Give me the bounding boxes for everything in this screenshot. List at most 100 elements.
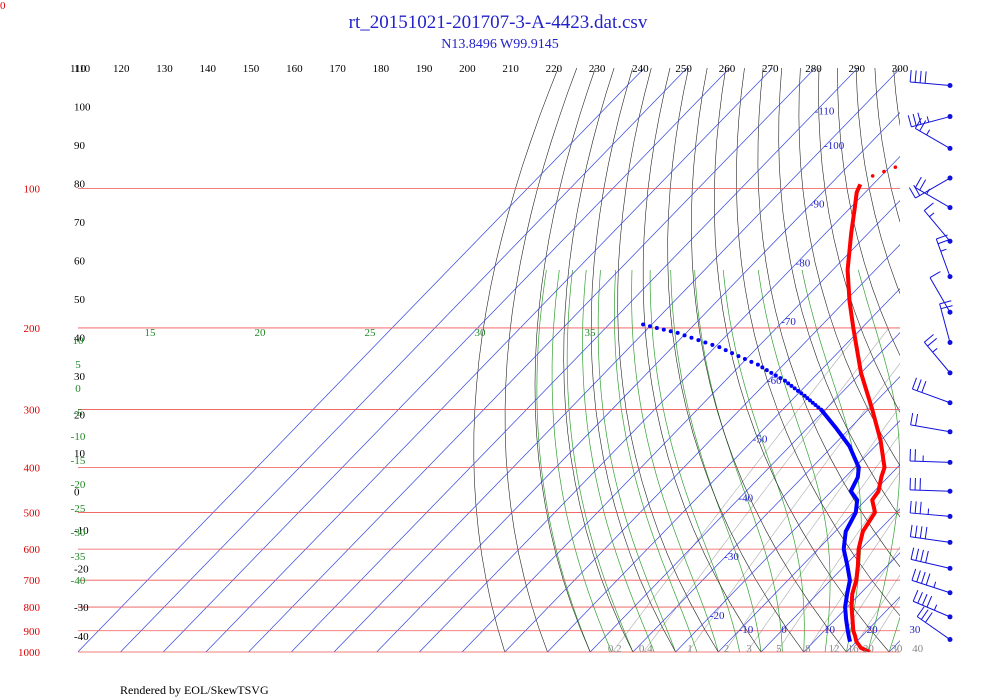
dewpoint-point bbox=[786, 381, 791, 386]
dewpoint-point bbox=[696, 338, 701, 343]
wind-barb-shaft bbox=[923, 341, 951, 374]
theta-tick-label: 200 bbox=[459, 63, 476, 75]
wind-barb-shaft bbox=[939, 303, 951, 343]
isotherm-line bbox=[333, 68, 900, 652]
wind-barb bbox=[909, 477, 953, 494]
isotherm-line bbox=[718, 464, 900, 652]
wind-barb-feather bbox=[920, 549, 924, 562]
isotherm-line bbox=[975, 68, 1000, 652]
wind-barb-feather bbox=[916, 379, 922, 391]
wind-barb-feather bbox=[937, 239, 950, 245]
dewpoint-point bbox=[654, 325, 659, 330]
isotherm-line bbox=[760, 508, 900, 652]
wind-barb-shaft bbox=[911, 579, 951, 594]
wind-barb-feather bbox=[912, 113, 917, 126]
mixing-ratio-label: 1 bbox=[687, 643, 693, 655]
moist-adiabat-line bbox=[551, 269, 612, 652]
wind-barb-feather bbox=[915, 548, 920, 561]
theta-left-label: 10 bbox=[74, 448, 86, 460]
corner-label: 0 bbox=[0, 0, 6, 12]
theta-tick-label: 210 bbox=[502, 63, 519, 75]
wind-barb-feather bbox=[914, 525, 918, 538]
dry-adiabat-line bbox=[855, 68, 900, 295]
theta-tick-label: 140 bbox=[200, 63, 217, 75]
dry-adiabat-line bbox=[714, 68, 890, 652]
theta-tick-label: 250 bbox=[675, 63, 692, 75]
dewpoint-point bbox=[749, 359, 754, 364]
moist-adiabat-label: 25 bbox=[365, 327, 377, 339]
temperature-point bbox=[870, 174, 875, 178]
moist-adiabat-line bbox=[857, 269, 900, 652]
dry-adiabat-line bbox=[893, 68, 900, 127]
wind-barb-half-feather bbox=[940, 248, 947, 252]
wind-barb-feather bbox=[915, 413, 919, 426]
isotherm-line bbox=[888, 640, 900, 652]
wind-barb-shaft bbox=[935, 238, 951, 277]
wind-barb bbox=[935, 234, 953, 280]
wind-barb-shaft bbox=[910, 489, 951, 492]
moist-adiabat-line bbox=[536, 269, 591, 652]
isotherm-line bbox=[120, 68, 688, 652]
wind-barb-half-feather bbox=[926, 129, 931, 136]
dry-adiabat-line bbox=[691, 68, 847, 652]
wind-barb-feather bbox=[921, 381, 927, 393]
dewpoint-line bbox=[819, 408, 861, 643]
wind-barb bbox=[916, 606, 953, 643]
pressure-tick-label: 600 bbox=[24, 544, 41, 556]
wind-barb-feather bbox=[919, 501, 922, 514]
theta-tick-label: 280 bbox=[805, 63, 822, 75]
wind-barb-feather bbox=[908, 187, 916, 199]
wind-barb-half-feather bbox=[933, 604, 938, 611]
wind-barb-shaft bbox=[910, 81, 951, 87]
moist-adiabat-label: 15 bbox=[145, 327, 157, 339]
wind-barb-feather bbox=[925, 550, 929, 563]
sounding-profiles bbox=[641, 128, 982, 652]
dewpoint-point bbox=[792, 386, 797, 391]
moist-adiabats bbox=[536, 269, 900, 652]
wind-barb-feather bbox=[936, 234, 948, 240]
wind-barb-feather bbox=[914, 117, 922, 129]
isotherms bbox=[78, 68, 1000, 652]
moist-adiabat-label: -10 bbox=[71, 431, 86, 443]
wind-barb-shaft bbox=[915, 187, 951, 208]
theta-left-label: 0 bbox=[74, 487, 80, 499]
moist-adiabat-label: -25 bbox=[71, 503, 86, 515]
wind-barb-feather bbox=[916, 570, 921, 583]
moist-adiabat-line bbox=[649, 269, 740, 652]
moist-adiabat-line bbox=[582, 269, 655, 652]
wind-barb-feather bbox=[920, 571, 926, 584]
pressure-tick-label: 100 bbox=[24, 183, 41, 195]
moist-adiabat-line bbox=[694, 269, 783, 652]
dry-adiabat-line bbox=[590, 68, 676, 652]
wind-barb-half-feather bbox=[932, 347, 938, 353]
wind-barb-shaft bbox=[910, 424, 951, 433]
dewpoint-point bbox=[816, 405, 821, 410]
wind-barb bbox=[914, 117, 953, 151]
isotherm-label: 0 bbox=[781, 624, 787, 636]
wind-barb-feather bbox=[911, 377, 917, 390]
dewpoint-point bbox=[710, 342, 715, 347]
dewpoint-point bbox=[723, 348, 728, 353]
wind-barb-feather bbox=[919, 70, 922, 83]
wind-barb bbox=[908, 175, 953, 199]
theta-tick-label: 190 bbox=[416, 63, 433, 75]
dewpoint-point bbox=[689, 335, 694, 340]
wind-barb bbox=[907, 112, 953, 128]
dry-adiabat-line bbox=[534, 68, 596, 652]
wind-barb bbox=[911, 568, 953, 596]
isotherm-label: -20 bbox=[710, 610, 725, 622]
mixing-ratio-label: 30 bbox=[891, 643, 903, 655]
dewpoint-point bbox=[808, 398, 813, 403]
dewpoint-point bbox=[675, 330, 680, 335]
mixing-ratio-lines bbox=[612, 327, 900, 652]
dewpoint-point bbox=[661, 327, 666, 332]
theta-tick-label: 110 bbox=[70, 63, 87, 75]
temperature-point bbox=[936, 148, 940, 152]
isotherm-line bbox=[78, 68, 645, 652]
theta-left-label: -10 bbox=[74, 525, 89, 537]
isotherm-line bbox=[846, 596, 900, 652]
wind-barbs bbox=[907, 70, 953, 643]
temperature-point bbox=[978, 128, 982, 132]
wind-barb-feather bbox=[916, 606, 925, 617]
theta-left-label: 70 bbox=[74, 217, 86, 229]
